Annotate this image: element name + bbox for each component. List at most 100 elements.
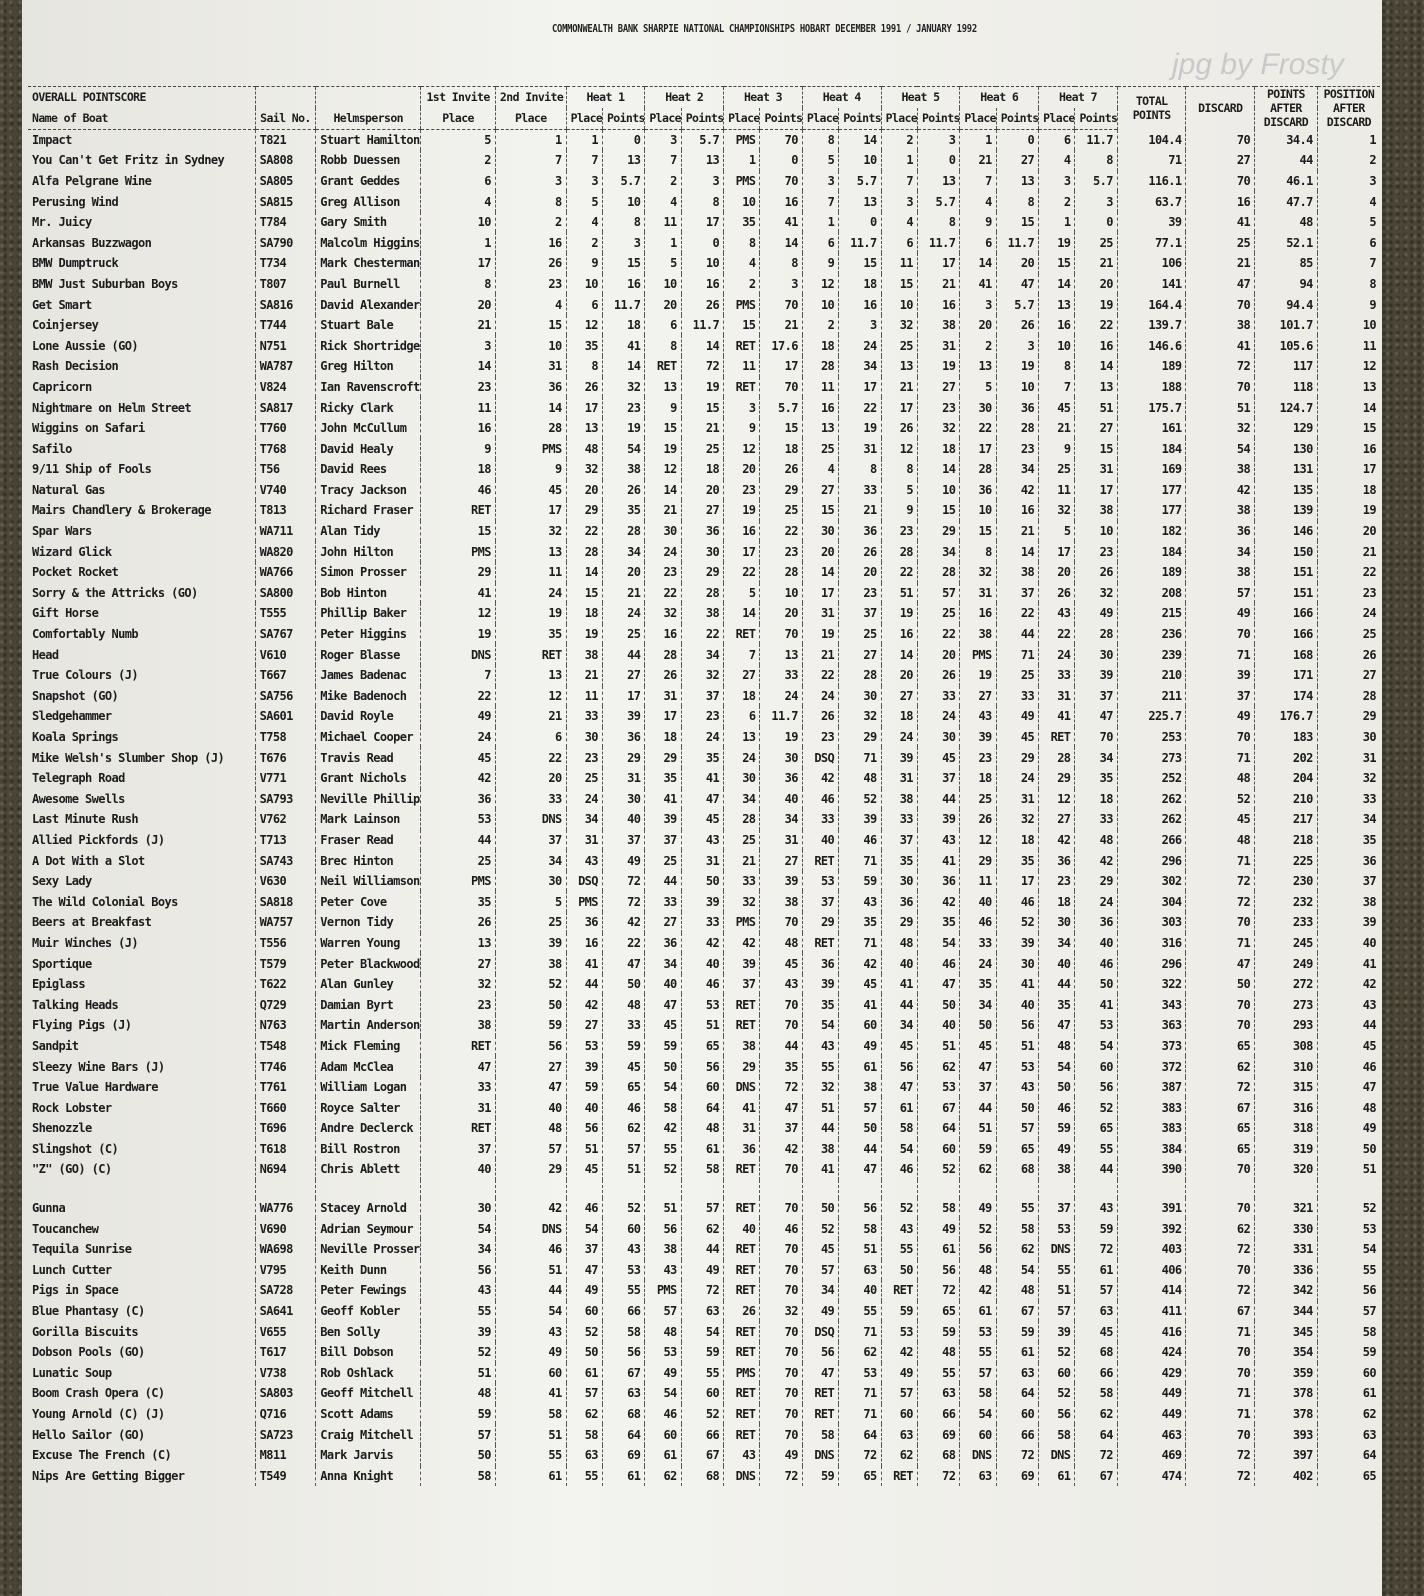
heat4-points: 55	[838, 1300, 882, 1322]
heat5-place: RET	[880, 1465, 918, 1487]
points-after-discard: 232	[1254, 891, 1318, 913]
position: 39	[1316, 912, 1380, 933]
heat4-place: 21	[801, 644, 839, 665]
heat1-points: 19	[601, 417, 645, 439]
boat-name: Sportique	[32, 956, 92, 971]
heat3-place: RET	[723, 1159, 760, 1180]
invite1-place: 12	[420, 603, 496, 624]
heat7-place: 30	[1038, 912, 1075, 933]
heat3-points: 70	[759, 129, 803, 151]
header-heat3-place: Place	[723, 107, 760, 130]
results-table: OVERALL POINTSCORE 1st Invite 2nd Invite…	[28, 85, 1380, 1487]
invite2-place: 47	[494, 1076, 567, 1098]
total-points: 77.1	[1116, 232, 1186, 254]
boat-name: Sandpit	[32, 1038, 79, 1053]
heat5-points: 14	[916, 459, 960, 480]
heat4-place: 4	[801, 459, 839, 480]
heat3-place: PMS	[723, 129, 760, 151]
invite2-place: 45	[494, 479, 567, 501]
position: 4	[1316, 191, 1380, 212]
heat3-points: 26	[759, 459, 803, 480]
points-after-discard: 315	[1254, 1076, 1318, 1098]
invite1-place: 20	[420, 294, 496, 315]
heat3-place: 26	[723, 1300, 760, 1322]
discard: 42	[1185, 479, 1255, 501]
helmsperson: Chris Ablett	[315, 1159, 421, 1180]
heat6-place: 45	[959, 1035, 997, 1057]
invite1-place: 8	[420, 273, 496, 295]
heat4-place: 46	[801, 788, 839, 810]
boat-name: Comfortably Numb	[32, 627, 139, 642]
heat3-points: 11.7	[759, 706, 803, 727]
heat5-points: 65	[916, 1300, 960, 1322]
boat-name: Sorry & the Attricks (GO)	[32, 585, 198, 600]
heat4-points: 71	[838, 1321, 882, 1342]
position: 34	[1316, 809, 1380, 830]
heat6-place: 25	[959, 788, 997, 810]
heat3-points: 25	[759, 500, 803, 521]
helmsperson: Adam McClea	[315, 1056, 421, 1077]
heat5-points: 50	[916, 994, 960, 1016]
sail-no: T548	[254, 1035, 316, 1057]
heat6-points: 23	[995, 438, 1039, 459]
heat6-points: 22	[995, 603, 1039, 624]
heat7-place: 4	[1038, 150, 1075, 171]
invite1-place: 58	[420, 1465, 496, 1487]
heat4-place: 22	[801, 664, 839, 686]
table-row: Natural Gas V740 Tracy Jackson 46 45 20 26 14 20…	[28, 479, 1380, 501]
heat3-place: RET	[723, 1197, 760, 1219]
heat1-place: 25	[565, 767, 603, 789]
heat5-place: 42	[880, 1341, 918, 1363]
heat6-place: 32	[959, 561, 997, 583]
heat3-points: 20	[759, 603, 803, 624]
heat7-place: 46	[1038, 1097, 1075, 1118]
heat5-points: 16	[916, 294, 960, 315]
heat5-place: 6	[880, 232, 918, 254]
heat4-place: 26	[801, 706, 839, 727]
heat1-place: 17	[565, 397, 603, 418]
discard: 45	[1185, 809, 1255, 830]
boat-name: Talking Heads	[32, 997, 119, 1012]
boat-name: The Wild Colonial Boys	[32, 894, 178, 909]
heat3-place: 30	[723, 767, 760, 789]
heat7-place: 53	[1038, 1218, 1075, 1239]
position: 23	[1316, 582, 1380, 604]
boat-name: Young Arnold (C) (J)	[32, 1407, 165, 1422]
invite2-place: 32	[494, 520, 567, 542]
total-points: 236	[1116, 623, 1186, 645]
heat2-points: 23	[680, 706, 724, 727]
heat7-place: 57	[1038, 1300, 1075, 1322]
heat7-place: 2	[1038, 191, 1075, 212]
helmsperson: Travis Read	[315, 747, 421, 768]
heat7-place: 23	[1038, 870, 1075, 892]
helmsperson: Keith Dunn	[315, 1259, 421, 1281]
sail-no: WA698	[254, 1238, 316, 1260]
boat-name: Gorilla Biscuits	[32, 1324, 139, 1339]
heat2-points: 67	[680, 1444, 724, 1466]
boat-name: Capricorn	[32, 379, 92, 394]
discard: 70	[1185, 1362, 1255, 1384]
heat3-points: 8	[759, 253, 803, 274]
heat5-points: 37	[916, 767, 960, 789]
position: 43	[1316, 994, 1380, 1016]
heat2-place: 20	[644, 294, 682, 315]
invite1-place: 4	[420, 191, 496, 212]
heat2-place: 28	[644, 644, 682, 665]
heat4-place: 54	[801, 1015, 839, 1036]
helmsperson: Stuart Bale	[315, 314, 421, 336]
heat4-place: 51	[801, 1097, 839, 1118]
heat3-points: 70	[759, 1362, 803, 1384]
heat2-points: 32	[680, 664, 724, 686]
heat2-points: 30	[680, 541, 724, 562]
total-points: 116.1	[1116, 170, 1186, 192]
header-heat4: Heat 4	[801, 85, 882, 108]
heat2-place: 5	[644, 253, 682, 274]
invite2-place: 54	[494, 1300, 567, 1322]
heat4-points: 64	[838, 1424, 882, 1445]
helmsperson: Neville Phillips	[315, 788, 421, 810]
heat5-place: 54	[880, 1138, 918, 1160]
points-after-discard: 183	[1254, 726, 1318, 748]
header-invite2-place: Place	[494, 107, 567, 130]
header-sail: Sail No.	[254, 107, 316, 130]
heat3-place: RET	[723, 1424, 760, 1445]
